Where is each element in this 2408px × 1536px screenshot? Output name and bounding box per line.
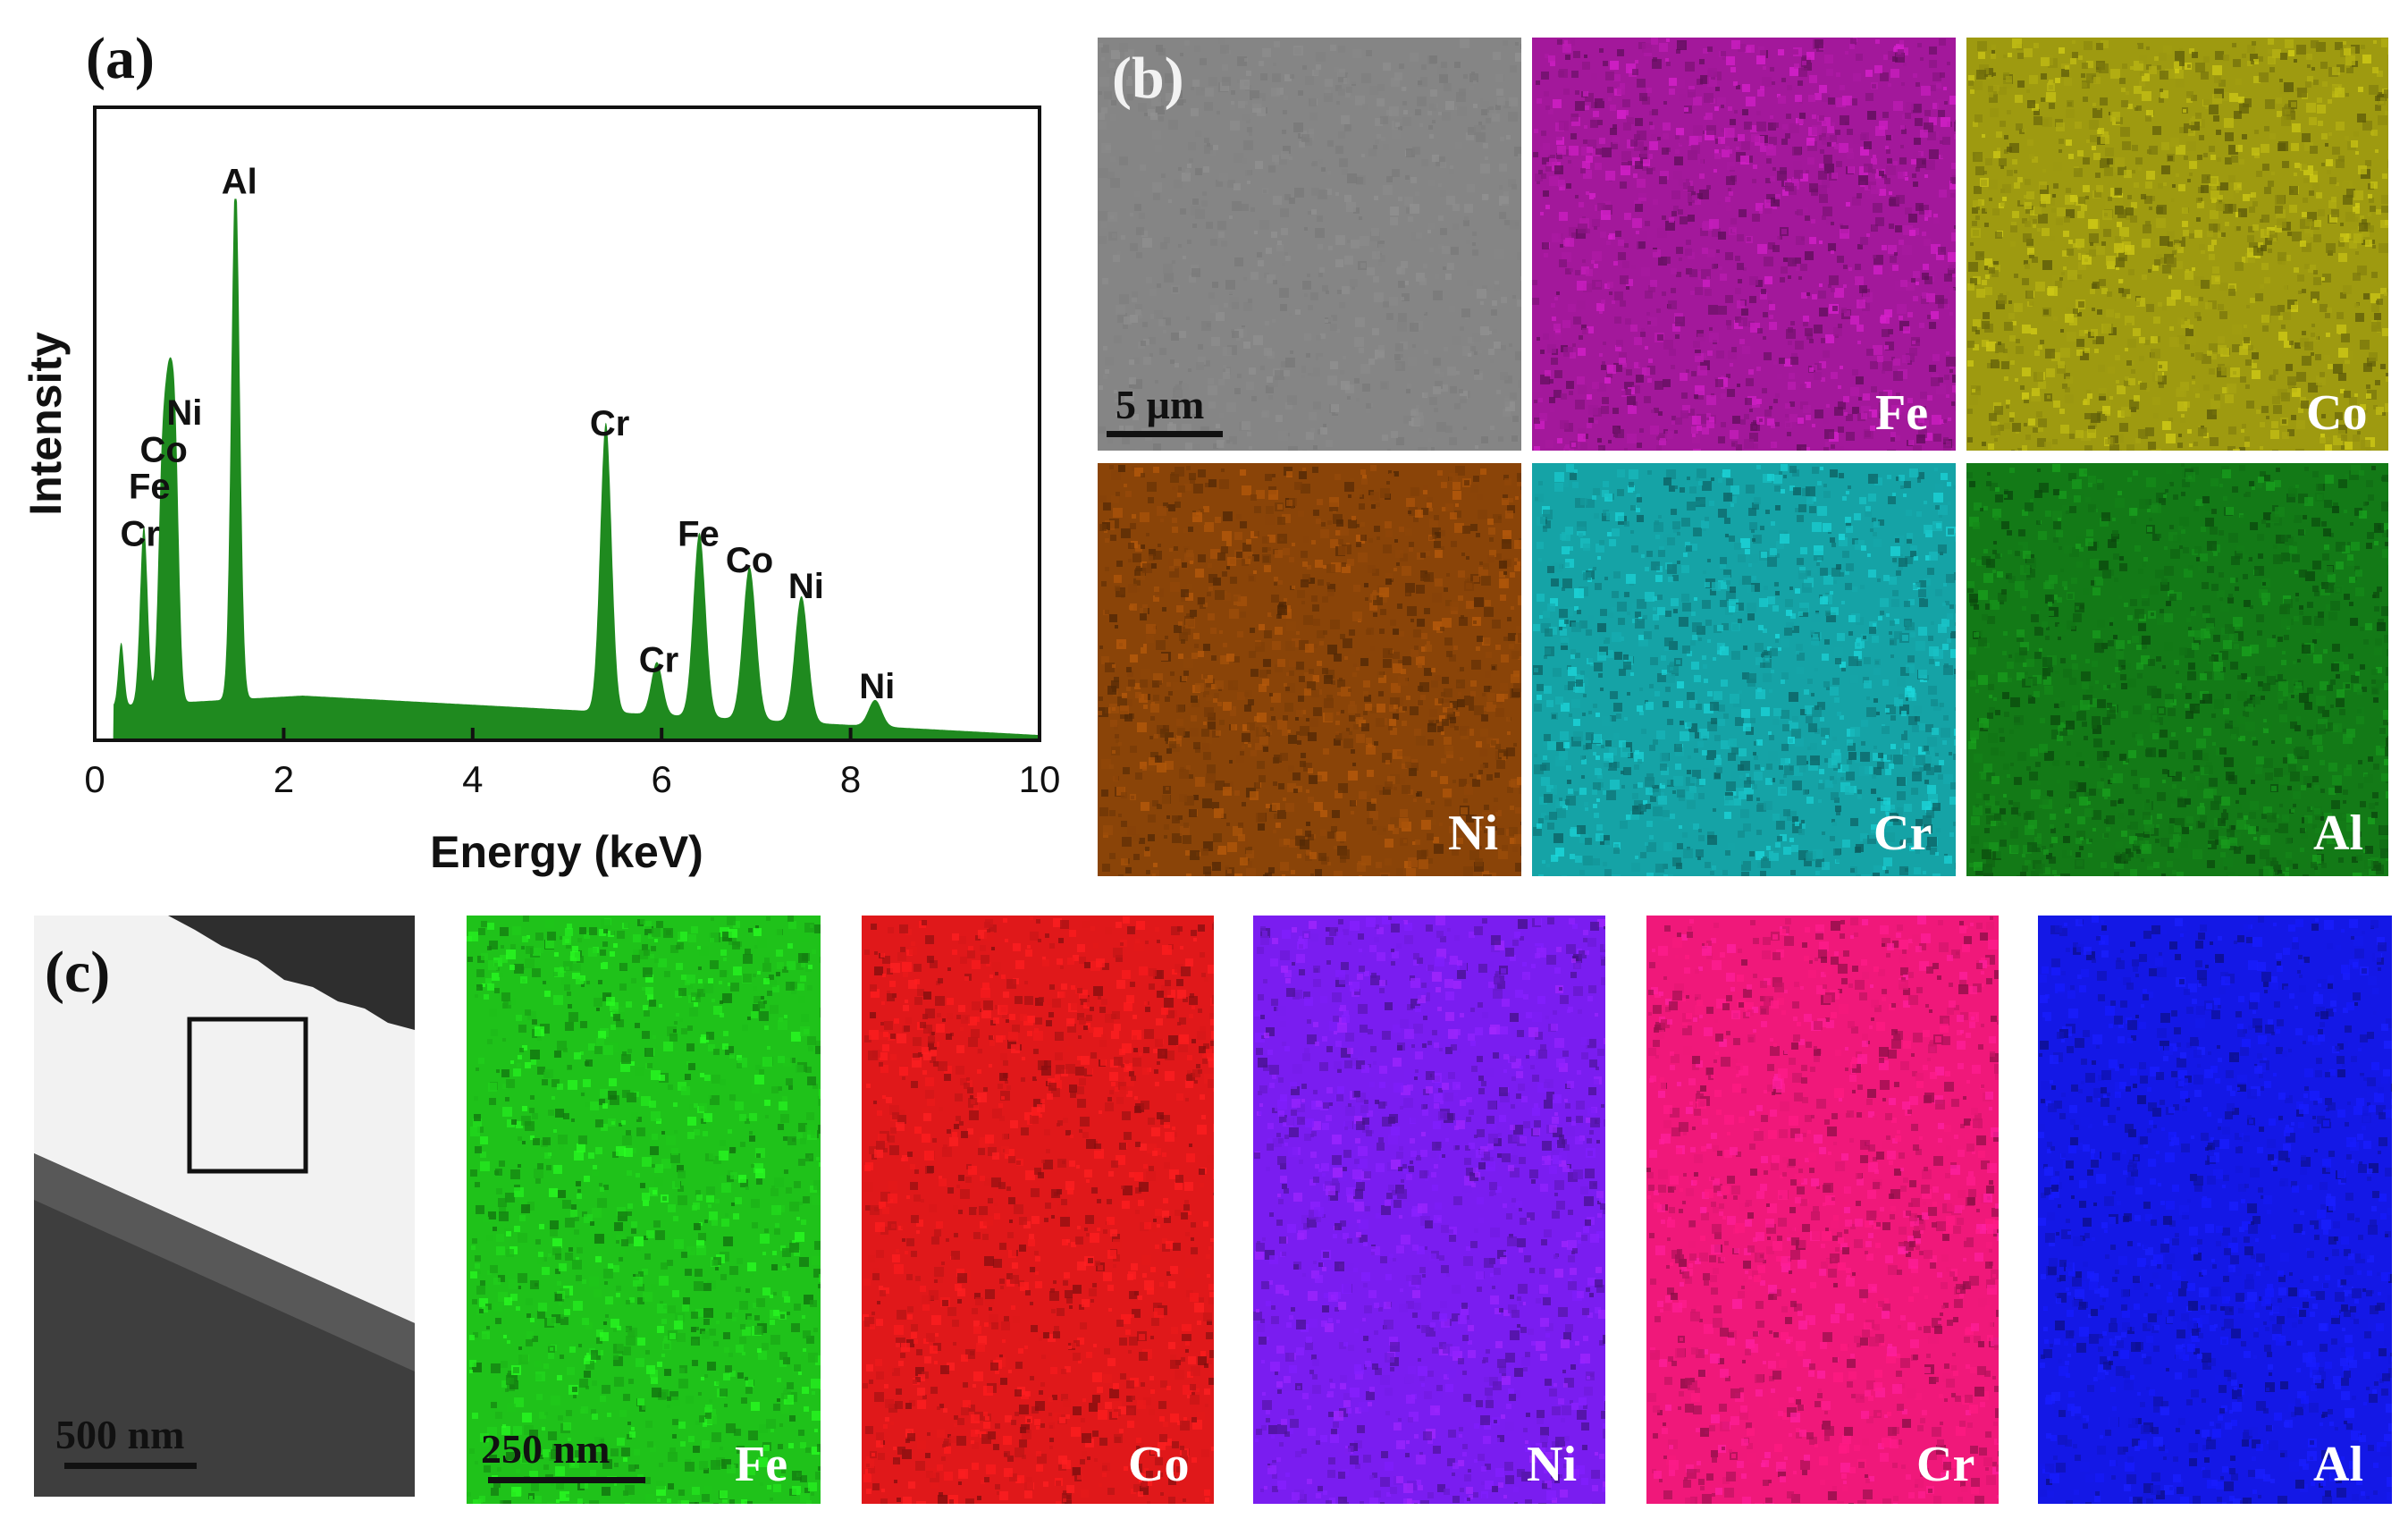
peak-label-cr-6: Cr [639,641,678,680]
scale-text-5um: 5 µm [1116,382,1205,427]
map-texture [2038,916,2392,1504]
map-c-al [2038,916,2392,1504]
peak-label-co-8: Co [726,541,773,580]
peak-label-al-0: Al [222,162,257,201]
map-texture [1532,463,1956,876]
x-tick-label-3: 6 [652,758,672,800]
map-c-ni-label: Ni [1527,1437,1577,1492]
map-texture [1966,38,2388,451]
peak-label-cr-4: Cr [121,514,160,553]
map-c-ni [1253,916,1605,1504]
map-b-co [1966,38,2388,451]
map-texture [1253,916,1605,1504]
x-tick-label-0: 0 [84,758,105,800]
y-axis-label: Intensity [21,332,71,516]
map-c-fe-label: Fe [735,1437,788,1492]
x-tick-labels: 0 2 4 6 8 10 [84,758,1060,800]
panel-a-label: (a) [86,26,155,91]
scale-bar-5um [1107,431,1223,437]
map-b-cr-label: Cr [1873,806,1932,861]
x-tick-label-2: 4 [462,758,483,800]
map-texture [1098,463,1521,876]
map-b-fe [1532,38,1956,451]
map-texture [467,916,821,1504]
map-b-cr [1532,463,1956,876]
peak-label-ni-10: Ni [859,667,895,706]
map-b-co-label: Co [2306,385,2368,441]
peak-label-co-2: Co [139,430,187,469]
map-b-ni-label: Ni [1448,806,1498,861]
spectrum-area [95,198,1040,740]
map-b-sem [1098,38,1521,451]
tem-overview-image [34,916,415,1497]
map-texture [1532,38,1956,451]
scale-text-500nm: 500 nm [55,1412,185,1457]
map-c-co [862,916,1214,1504]
peak-label-ni-1: Ni [166,393,202,433]
x-tick-label-1: 2 [274,758,294,800]
roi-box [187,1017,308,1174]
map-texture [1646,916,1999,1504]
map-b-al-label: Al [2313,806,2363,861]
map-c-cr [1646,916,1999,1504]
peak-label-fe-3: Fe [129,468,171,507]
map-texture [1966,463,2388,876]
x-tick-label-4: 8 [840,758,861,800]
map-b-ni [1098,463,1521,876]
peak-label-fe-7: Fe [678,514,720,553]
map-c-cr-label: Cr [1916,1437,1975,1492]
map-c-al-label: Al [2313,1437,2363,1492]
scale-bar-250nm [488,1477,645,1483]
plot-frame [93,105,1041,742]
map-c-fe [467,916,821,1504]
panel-b-label: (b) [1112,46,1184,111]
panel-c-label: (c) [45,940,111,1005]
map-texture [1098,38,1521,451]
map-texture [862,916,1214,1504]
map-c-co-label: Co [1128,1437,1190,1492]
peak-label-ni-9: Ni [788,567,824,606]
scale-bar-500nm [64,1463,197,1469]
x-tick-label-5: 10 [1019,758,1061,800]
x-axis-label: Energy (keV) [430,827,703,877]
scale-text-250nm: 250 nm [481,1426,610,1472]
peak-label-cr-5: Cr [590,404,629,443]
map-b-al [1966,463,2388,876]
map-b-fe-label: Fe [1875,385,1929,441]
x-ticks [93,728,1041,740]
